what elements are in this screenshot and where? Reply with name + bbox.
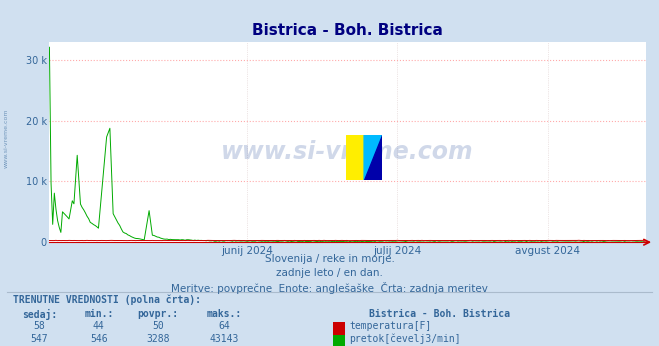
Text: www.si-vreme.com: www.si-vreme.com bbox=[3, 109, 9, 168]
Text: povpr.:: povpr.: bbox=[138, 309, 179, 319]
Text: pretok[čevelj3/min]: pretok[čevelj3/min] bbox=[349, 334, 461, 344]
Text: sedaj:: sedaj: bbox=[22, 309, 57, 320]
Text: min.:: min.: bbox=[84, 309, 113, 319]
Text: 43143: 43143 bbox=[210, 334, 239, 344]
Text: TRENUTNE VREDNOSTI (polna črta):: TRENUTNE VREDNOSTI (polna črta): bbox=[13, 295, 201, 305]
Text: Slovenija / reke in morje.: Slovenija / reke in morje. bbox=[264, 254, 395, 264]
Text: Meritve: povprečne  Enote: anglešaške  Črta: zadnja meritev: Meritve: povprečne Enote: anglešaške Črt… bbox=[171, 282, 488, 294]
Text: 3288: 3288 bbox=[146, 334, 170, 344]
Text: 50: 50 bbox=[152, 321, 164, 331]
Title: Bistrica - Boh. Bistrica: Bistrica - Boh. Bistrica bbox=[252, 22, 443, 38]
Bar bbox=[346, 135, 364, 180]
Text: zadnje leto / en dan.: zadnje leto / en dan. bbox=[276, 268, 383, 278]
Text: 546: 546 bbox=[90, 334, 107, 344]
Text: Bistrica - Boh. Bistrica: Bistrica - Boh. Bistrica bbox=[369, 309, 510, 319]
Polygon shape bbox=[364, 135, 382, 180]
Polygon shape bbox=[364, 135, 382, 180]
Text: maks.:: maks.: bbox=[206, 309, 242, 319]
Text: 58: 58 bbox=[34, 321, 45, 331]
Text: 44: 44 bbox=[93, 321, 105, 331]
Text: temperatura[F]: temperatura[F] bbox=[349, 321, 432, 331]
Text: 547: 547 bbox=[31, 334, 48, 344]
Text: 64: 64 bbox=[218, 321, 230, 331]
Text: www.si-vreme.com: www.si-vreme.com bbox=[221, 140, 474, 164]
